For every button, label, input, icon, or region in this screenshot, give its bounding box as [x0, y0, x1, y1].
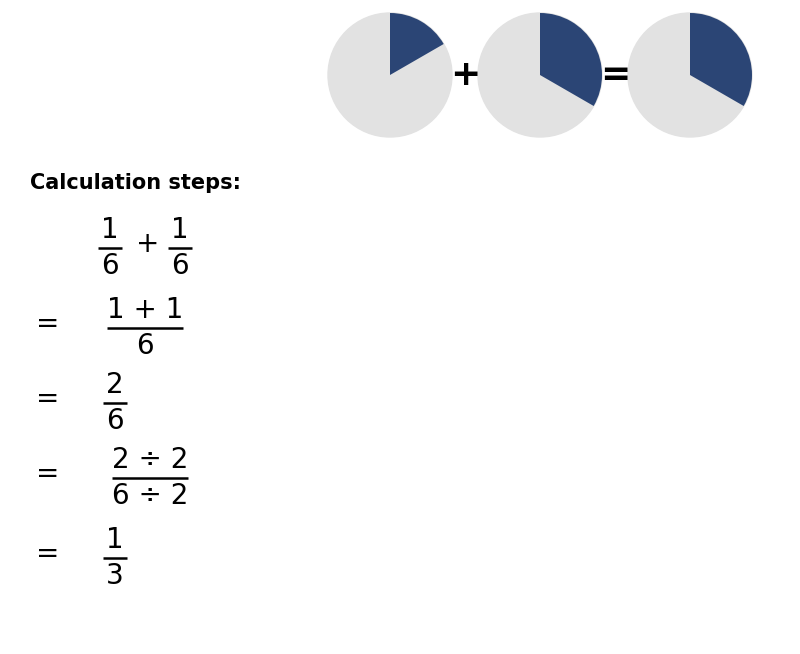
Text: 6: 6	[101, 252, 119, 280]
Text: 6: 6	[171, 252, 189, 280]
Text: =: =	[36, 540, 60, 568]
Text: 1: 1	[171, 216, 189, 244]
Circle shape	[328, 13, 452, 137]
Text: 2: 2	[106, 371, 124, 399]
Text: +: +	[136, 230, 159, 258]
Text: =: =	[36, 310, 60, 338]
Text: Calculation steps:: Calculation steps:	[30, 173, 241, 193]
Text: 6 ÷ 2: 6 ÷ 2	[112, 482, 188, 510]
Wedge shape	[540, 13, 602, 106]
Text: 2 ÷ 2: 2 ÷ 2	[112, 446, 188, 474]
Text: 1 + 1: 1 + 1	[107, 296, 183, 324]
Text: 1: 1	[101, 216, 119, 244]
Circle shape	[628, 13, 752, 137]
Text: 1: 1	[106, 526, 124, 554]
Text: =: =	[36, 385, 60, 413]
Text: =: =	[600, 58, 630, 92]
Text: 6: 6	[106, 407, 124, 435]
Text: 3: 3	[106, 562, 124, 590]
Circle shape	[478, 13, 602, 137]
Wedge shape	[690, 13, 752, 106]
Text: =: =	[36, 460, 60, 488]
Wedge shape	[390, 13, 444, 75]
Text: 6: 6	[136, 332, 154, 360]
Text: +: +	[450, 58, 480, 92]
